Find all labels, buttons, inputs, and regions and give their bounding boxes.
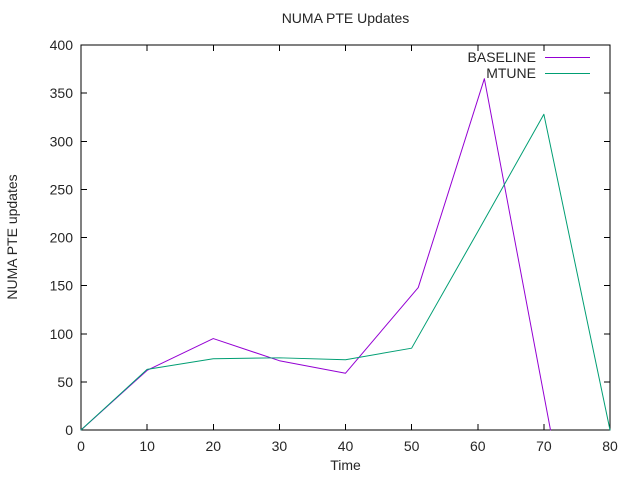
legend-item-mtune: MTUNE: [390, 65, 590, 81]
chart-title: NUMA PTE Updates: [281, 10, 410, 26]
x-tick-label: 70: [536, 438, 552, 454]
x-tick-label: 40: [338, 438, 354, 454]
legend-line-mtune-icon: [545, 72, 590, 74]
x-tick-label: 60: [470, 438, 486, 454]
x-tick-label: 20: [205, 438, 221, 454]
x-tick-label: 10: [139, 438, 155, 454]
x-tick-label: 80: [602, 438, 618, 454]
y-axis-label: NUMA PTE updates: [4, 174, 20, 300]
y-tick-label: 150: [50, 278, 74, 294]
x-axis-label: Time: [330, 457, 361, 473]
y-tick-label: 250: [50, 181, 74, 197]
legend-item-baseline: BASELINE: [390, 49, 590, 65]
y-tick-label: 50: [57, 374, 73, 390]
series-line-mtune: [80, 113, 611, 431]
x-tick-label: 30: [272, 438, 288, 454]
legend-label-baseline: BASELINE: [467, 49, 536, 65]
legend-line-baseline-icon: [545, 56, 590, 58]
legend: BASELINE MTUNE: [390, 49, 590, 81]
y-tick-label: 0: [65, 422, 73, 438]
y-tick-label: 100: [50, 326, 74, 342]
x-tick-label: 50: [404, 438, 420, 454]
legend-label-mtune: MTUNE: [486, 65, 536, 81]
series-line-baseline: [80, 78, 551, 431]
y-tick-label: 350: [50, 85, 74, 101]
y-tick-label: 200: [50, 230, 74, 246]
x-tick-label: 0: [77, 438, 85, 454]
y-tick-label: 400: [50, 37, 74, 53]
y-tick-label: 300: [50, 133, 74, 149]
plot-border: [80, 44, 611, 431]
